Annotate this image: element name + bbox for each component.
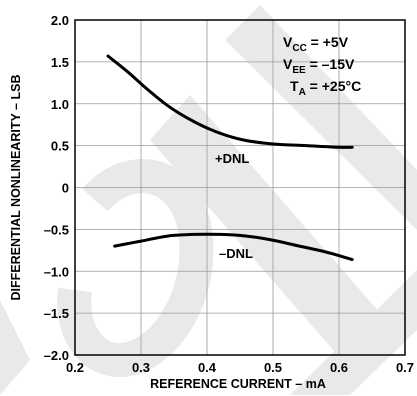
plot-frame	[74, 19, 406, 356]
y-tick-label: –1.5	[44, 306, 69, 321]
ta-condition: TA = +25°C	[290, 78, 361, 98]
vcc-condition: VCC = +5V	[283, 34, 349, 54]
watermark-band	[290, 270, 417, 395]
vee-condition: VEE = –15V	[283, 56, 355, 76]
x-tick-label: 0.5	[264, 360, 282, 375]
series-group	[106, 54, 354, 262]
x-tick-label: 0.6	[330, 360, 348, 375]
watermark-band	[57, 159, 214, 378]
x-tick-labels: 0.2 0.3 0.4 0.5 0.6 0.7	[66, 360, 414, 375]
x-tick-label: 0.4	[198, 360, 217, 375]
test-conditions: VCC = +5V VEE = –15V TA = +25°C	[283, 34, 361, 98]
watermark-band	[0, 300, 30, 395]
y-tick-label: 0	[62, 181, 69, 196]
x-tick-label: 0.2	[66, 360, 84, 375]
plus-dnl-curve	[106, 54, 354, 149]
y-tick-labels: 2.0 1.5 1.0 0.5 0 –0.5 –1.0 –1.5 –2.0	[44, 13, 69, 363]
x-tick-label: 0.7	[396, 360, 414, 375]
minus-dnl-curve	[113, 232, 354, 262]
x-axis-title: REFERENCE CURRENT – mA	[150, 377, 326, 391]
y-tick-label: –1.0	[44, 264, 69, 279]
watermark-band	[150, 95, 395, 375]
y-tick-label: 0.5	[51, 139, 69, 154]
y-tick-label: 1.5	[51, 55, 69, 70]
y-tick-label: 1.0	[51, 97, 69, 112]
y-tick-label: 2.0	[51, 13, 69, 28]
y-tick-label: –2.0	[44, 348, 69, 363]
plus-dnl-label: +DNL	[215, 151, 249, 166]
x-tick-label: 0.3	[132, 360, 150, 375]
y-tick-label: –0.5	[44, 222, 69, 237]
minus-dnl-label: –DNL	[219, 246, 253, 261]
y-axis-title: DIFFERENTIAL NONLINEARITY – LSB	[9, 75, 23, 301]
